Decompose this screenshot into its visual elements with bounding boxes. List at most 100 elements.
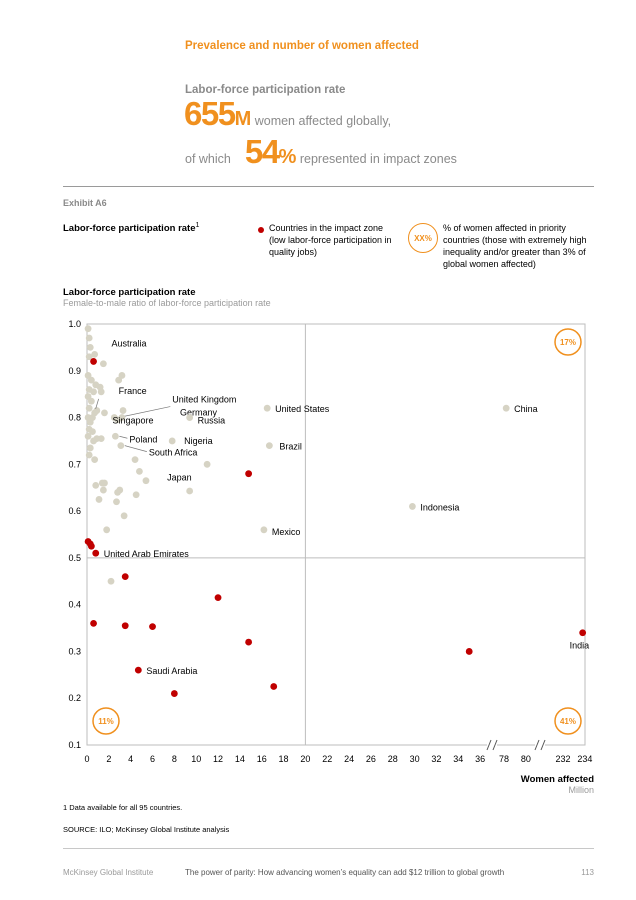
data-point-impact: [90, 619, 97, 627]
badge-bottom-left: [92, 707, 120, 735]
data-point-labeled: [502, 404, 510, 412]
data-point-other: [99, 360, 107, 368]
x-tick-label: 20: [300, 754, 310, 764]
footer-report-title: The power of parity: How advancing women…: [185, 868, 505, 877]
impact-zone-legend-text: Countries in the impact zone (low labor-…: [269, 223, 392, 257]
country-label: Singapore: [112, 416, 153, 426]
data-point-impact: [170, 690, 178, 697]
pct-number: 54: [244, 133, 280, 170]
chart-title: Labor-force participation rate: [63, 287, 196, 298]
x-tick-label: 12: [213, 754, 223, 764]
pct-unit: %: [278, 146, 297, 168]
y-tick-label: 0.8: [68, 413, 81, 423]
country-label: Germany: [180, 408, 218, 418]
chart-subtitle: Female-to-male ratio of labor-force part…: [63, 298, 271, 308]
data-point-labeled: [111, 432, 119, 440]
badge-bottom-left-label: 11%: [98, 717, 114, 726]
y-tick-label: 1.0: [68, 319, 81, 329]
footnote-marker: 1: [195, 222, 200, 229]
country-label: Saudi Arabia: [146, 666, 197, 676]
data-point-labeled: [186, 414, 194, 421]
data-point-labeled: [117, 442, 125, 450]
data-point-labeled: [134, 666, 142, 674]
data-point-other: [84, 325, 92, 333]
data-point-other: [91, 351, 99, 358]
data-point-labeled: [263, 404, 271, 412]
country-label: Poland: [129, 434, 157, 444]
data-point-other: [90, 388, 97, 396]
badge-bottom-right-label: 41%: [560, 717, 576, 726]
axis-break-mark: [486, 739, 492, 751]
x-tick-label: 234: [577, 754, 592, 764]
badge-legend-text: % of women affected in priority countrie…: [443, 223, 587, 269]
big-text: women affected globally,: [254, 114, 392, 128]
page-number: 113: [581, 868, 594, 877]
footer-publisher: McKinsey Global Institute: [63, 868, 154, 877]
x-tick-label: 0: [84, 754, 89, 764]
x-tick-label: 6: [150, 754, 155, 764]
of-which-text: of which: [185, 152, 231, 166]
data-point-other: [132, 491, 140, 499]
axis-break-gap: [535, 739, 545, 751]
data-point-other: [87, 376, 95, 384]
country-label: India: [570, 641, 590, 651]
data-point-impact: [245, 470, 253, 478]
y-tick-label: 0.4: [68, 600, 81, 610]
source-note: SOURCE: ILO; McKinsey Global Institute a…: [63, 825, 230, 834]
headline-metric-name: Labor-force participation rate: [185, 84, 346, 96]
data-point-other: [186, 487, 194, 495]
x-axis-unit: Million: [568, 785, 594, 795]
data-point-other: [113, 498, 120, 506]
data-point-labeled: [90, 358, 97, 365]
data-point-other: [142, 477, 150, 485]
data-point-other: [85, 404, 93, 412]
data-point-other: [86, 418, 94, 426]
x-tick-label: 16: [257, 754, 267, 764]
data-point-impact: [214, 594, 222, 602]
axis-break-gap: [487, 739, 497, 751]
country-label: Australia: [112, 338, 147, 348]
data-point-other: [131, 456, 139, 464]
data-point-other: [116, 486, 124, 494]
data-point-other: [101, 409, 108, 417]
y-tick-label: 0.7: [68, 459, 81, 469]
country-label: United Kingdom: [172, 395, 236, 405]
data-point-other: [87, 397, 95, 405]
y-tick-label: 0.1: [68, 740, 81, 750]
plot-frame: [86, 323, 586, 746]
badge-top-right: [554, 328, 582, 356]
x-tick-label: 36: [475, 754, 485, 764]
headline-share-row: of which 54% represented in impact zones: [185, 133, 457, 171]
data-point-labeled: [260, 526, 268, 534]
y-tick-label: 0.3: [68, 646, 81, 656]
country-label: United Arab Emirates: [104, 549, 190, 559]
headline-total-row: 655M women affected globally,: [184, 95, 391, 133]
data-point-labeled: [91, 409, 99, 417]
x-tick-label: 4: [128, 754, 133, 764]
data-point-labeled: [579, 629, 587, 637]
axis-break-mark: [534, 739, 540, 751]
footer-divider: [63, 848, 594, 849]
x-tick-label: 78: [499, 754, 509, 764]
data-point-impact: [87, 542, 95, 550]
x-axis-label: Women affected: [520, 774, 594, 785]
x-tick-label: 10: [191, 754, 201, 764]
data-point-labeled: [89, 428, 96, 435]
country-label: France: [119, 386, 147, 396]
x-tick-label: 28: [388, 754, 398, 764]
y-tick-label: 0.2: [68, 693, 81, 703]
data-point-labeled: [409, 503, 416, 510]
data-point-other: [97, 388, 105, 396]
data-point-other: [97, 435, 105, 443]
leader-line: [119, 435, 128, 439]
data-point-impact: [149, 623, 156, 631]
data-point-other: [85, 451, 93, 459]
badge-top-right-label: 17%: [560, 338, 576, 347]
x-tick-label: 24: [344, 754, 354, 764]
x-tick-label: 232: [555, 754, 570, 764]
data-point-other: [92, 481, 100, 489]
x-tick-label: 14: [235, 754, 245, 764]
country-label: United States: [275, 404, 330, 414]
data-point-other: [103, 526, 111, 534]
x-tick-label: 80: [521, 754, 531, 764]
